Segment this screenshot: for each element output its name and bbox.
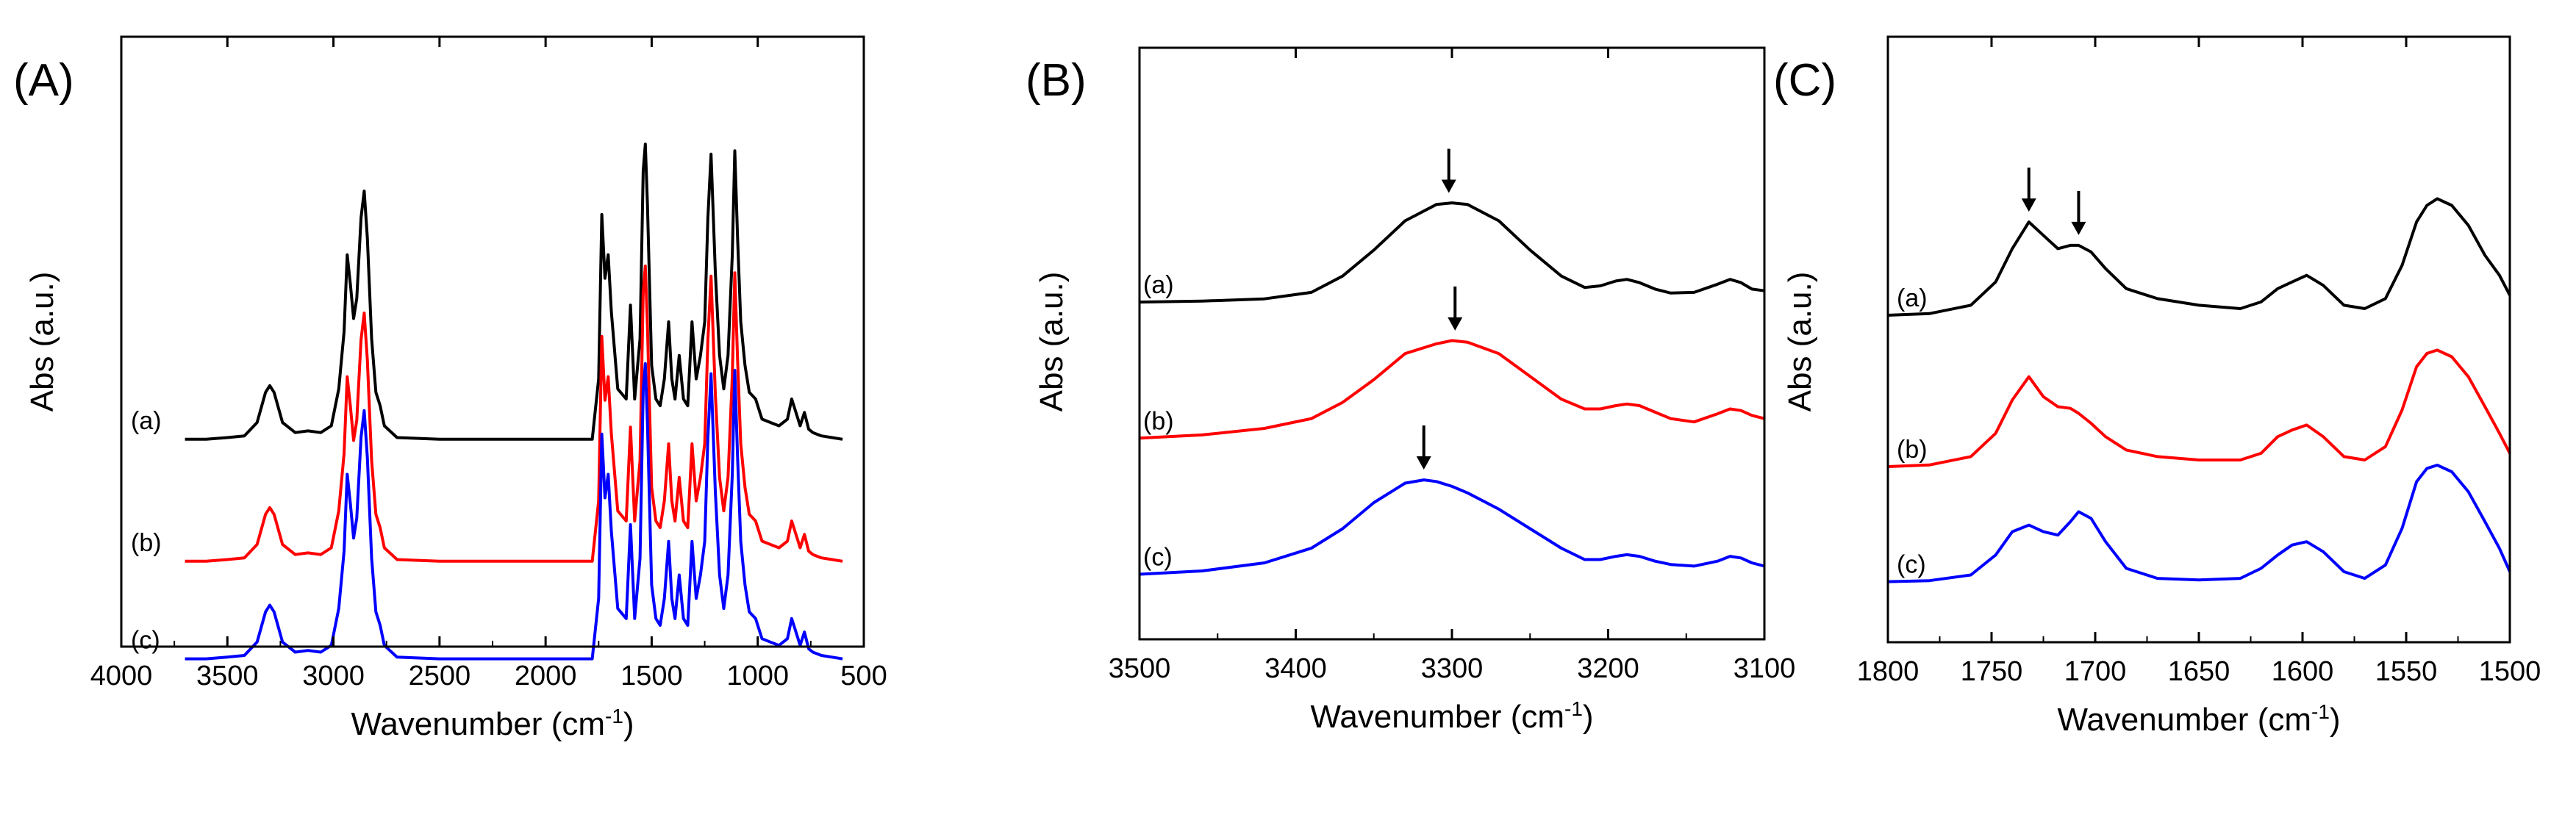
x-tick-label-c-4: 1650 [2168, 656, 2230, 687]
trace-label-a-3: (c) [131, 627, 160, 655]
y-axis-title-a: Abs (a.u.) [24, 272, 60, 412]
y-axis-title-c: Abs (a.u.) [1782, 272, 1818, 412]
trace-label-c-1: (a) [1897, 284, 1928, 312]
x-tick-label-c-3: 1700 [2064, 656, 2127, 687]
series-line-b-3 [1139, 478, 1765, 576]
series-line-c-3 [1887, 464, 2511, 583]
x-tick-label-a-2: 3500 [196, 661, 259, 691]
series-line-c-2 [1887, 348, 2511, 468]
panel-label-b: (B) [1026, 55, 1087, 106]
x-tick-label-c-7: 1500 [2479, 656, 2541, 687]
peak-arrow-c-1 [2021, 168, 2036, 212]
y-axis-title-b: Abs (a.u.) [1034, 272, 1070, 412]
series-line-a-3 [185, 362, 843, 661]
x-tick-label-b-5: 3100 [1734, 653, 1796, 684]
panel-b: (a) (b) (c) 3500 3400 3300 3200 3100 Wavenumber … [1026, 46, 1796, 735]
x-axis-title-c: Wavenumber (cm-1) [2057, 700, 2340, 738]
x-tick-label-a-1: 4000 [90, 661, 153, 691]
x-tick-label-b-3: 3300 [1421, 653, 1484, 684]
x-tick-label-b-1: 3500 [1109, 653, 1171, 684]
x-tick-label-a-3: 3000 [302, 661, 365, 691]
series-line-a-2 [185, 265, 843, 563]
trace-label-a-2: (b) [131, 529, 162, 557]
x-tick-label-a-8: 500 [840, 661, 887, 691]
x-tick-label-a-6: 1500 [620, 661, 683, 691]
series-line-b-2 [1139, 339, 1765, 440]
x-tick-label-c-5: 1600 [2272, 656, 2334, 687]
peak-arrow-b-2 [1448, 286, 1463, 331]
peak-arrow-b-1 [1441, 148, 1456, 193]
trace-label-c-3: (c) [1897, 551, 1926, 579]
trace-label-b-1: (a) [1143, 271, 1174, 299]
trace-label-b-3: (c) [1143, 544, 1173, 572]
x-tick-label-b-4: 3200 [1577, 653, 1639, 684]
trace-label-a-1: (a) [131, 407, 162, 435]
x-tick-label-c-1: 1800 [1857, 656, 1920, 687]
panel-c: (a) (b) (c) 1800 1750 1700 1650 1600 1550 1500 Wav… [1773, 35, 2541, 738]
panel-label-c: (C) [1773, 55, 1836, 106]
x-tick-label-c-2: 1750 [1961, 656, 2023, 687]
peak-arrow-b-3 [1416, 425, 1431, 470]
x-tick-label-c-6: 1550 [2375, 656, 2438, 687]
peak-arrow-c-2 [2071, 190, 2086, 235]
trace-label-b-2: (b) [1143, 407, 1174, 435]
x-tick-label-a-7: 1000 [726, 661, 789, 691]
panel-a: (a) (b) (c) 4000 3500 3000 2500 2000 1500 1000 500… [13, 35, 887, 742]
trace-label-c-2: (b) [1897, 436, 1928, 464]
x-axis-title-a: Wavenumber (cm-1) [351, 705, 634, 742]
series-line-c-1 [1887, 197, 2511, 317]
series-line-b-1 [1139, 201, 1765, 304]
panel-label-a: (A) [13, 55, 74, 106]
x-tick-label-b-2: 3400 [1264, 653, 1327, 684]
x-axis-title-b: Wavenumber (cm-1) [1310, 697, 1593, 735]
x-tick-label-a-5: 2000 [515, 661, 577, 691]
x-tick-label-a-4: 2500 [409, 661, 471, 691]
series-line-a-1 [185, 143, 843, 441]
